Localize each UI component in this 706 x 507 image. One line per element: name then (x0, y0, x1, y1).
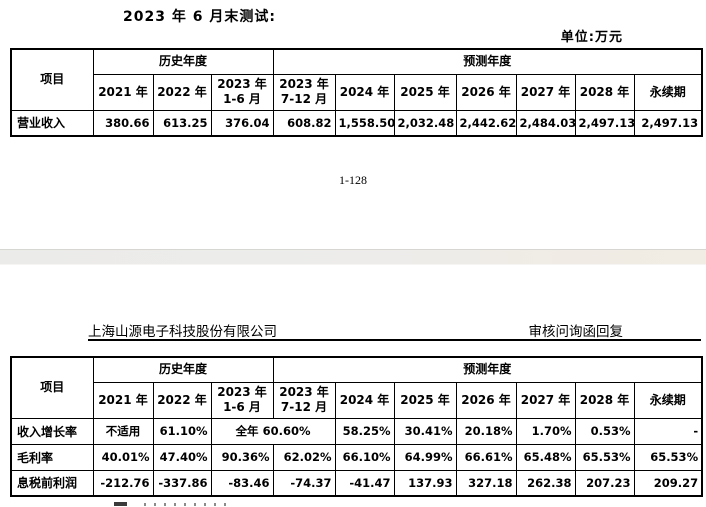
year-column-header: 2026 年 (455, 73, 517, 111)
table-cell: 不适用 (92, 417, 154, 445)
table-cell: 137.93 (393, 469, 457, 497)
year-column-header: 2027 年 (515, 73, 576, 111)
year-column-header: 2023 年 1-6 月 (210, 73, 274, 111)
table-cell: 2,497.13 (574, 109, 635, 137)
table-row: 营业收入 380.66 613.25 376.04 608.82 1,558.50 2,03… (10, 109, 703, 137)
table-cell: 47.40% (152, 443, 212, 471)
year-column-header: 2023 年 7-12 月 (272, 381, 336, 419)
table-cell: 全年 60.60% (210, 417, 336, 445)
page2-header: 上海山源电子科技股份有限公司 审核问询函回复 (88, 320, 624, 339)
year-column-header: 2023 年 7-12 月 (272, 73, 336, 111)
table-cell: 58.25% (334, 417, 395, 445)
table-cell: 62.02% (272, 443, 336, 471)
table-cell: 376.04 (210, 109, 274, 137)
table-cell: 613.25 (152, 109, 212, 137)
table-row: 息税前利润 -212.76 -337.86 -83.46 -74.37 -41.47 137… (10, 469, 703, 497)
year-column-header: 2024 年 (334, 381, 395, 419)
year-column-header: 2028 年 (574, 381, 635, 419)
year-column-header: 2026 年 (455, 381, 517, 419)
year-group-header: 预测年度 (272, 356, 703, 383)
table-cell: 608.82 (272, 109, 336, 137)
year-column-header: 2028 年 (574, 73, 635, 111)
row-label: 息税前利润 (10, 469, 94, 497)
year-column-header: 2025 年 (393, 381, 457, 419)
header-underline (88, 339, 701, 341)
table-cell: 2,497.13 (633, 109, 703, 137)
year-column-header: 2025 年 (393, 73, 457, 111)
year-group-header: 历史年度 (92, 356, 274, 383)
year-column-header: 2024 年 (334, 73, 395, 111)
table-cell: 1,558.50 (334, 109, 395, 137)
year-column-header: 2023 年 1-6 月 (210, 381, 274, 419)
year-column-header: 2027 年 (515, 381, 576, 419)
table-cell: 66.10% (334, 443, 395, 471)
year-column-header: 2022 年 (152, 381, 212, 419)
year-column-header: 永续期 (633, 381, 703, 419)
clipped-glyph-mark (114, 502, 127, 506)
page-number: 1-128 (339, 173, 367, 187)
table-cell: 66.61% (455, 443, 517, 471)
unit-label: 单位:万元 (560, 30, 623, 45)
table-cell: 0.53% (574, 417, 635, 445)
table-cell: 380.66 (92, 109, 154, 137)
year-column-header: 2022 年 (152, 73, 212, 111)
table-cell: -41.47 (334, 469, 395, 497)
year-group-header: 预测年度 (272, 48, 703, 75)
row-label: 营业收入 (10, 109, 94, 137)
revenue-forecast-table: 项目 历史年度 预测年度 2021 年 2022 年 2023 年 1-6 月 2023 年… (10, 48, 704, 137)
table-cell: 64.99% (393, 443, 457, 471)
clipped-glyph-marks (144, 503, 229, 506)
company-name: 上海山源电子科技股份有限公司 (88, 324, 277, 339)
table-cell: -337.86 (152, 469, 212, 497)
table-cell: 209.27 (633, 469, 703, 497)
table-cell: 90.36% (210, 443, 274, 471)
table-cell: 65.53% (633, 443, 703, 471)
table-cell: 20.18% (455, 417, 517, 445)
item-column-header: 项目 (10, 48, 94, 111)
table-cell: 30.41% (393, 417, 457, 445)
section-heading: 2023 年 6 月末测试: (123, 9, 276, 25)
ratio-forecast-table: 项目 历史年度 预测年度 2021 年 2022 年 2023 年 1-6 月 2023 年… (10, 356, 704, 497)
table-cell: 2,484.03 (515, 109, 576, 137)
table-cell: -74.37 (272, 469, 336, 497)
table-cell: -83.46 (210, 469, 274, 497)
table-row: 收入增长率 不适用 61.10% 全年 60.60% 58.25% 30.41% 20.18… (10, 417, 703, 445)
table-cell: 65.48% (515, 443, 576, 471)
year-group-header: 历史年度 (92, 48, 274, 75)
year-column-header: 2021 年 (92, 381, 154, 419)
table-cell: 207.23 (574, 469, 635, 497)
table-cell: 262.38 (515, 469, 576, 497)
table-cell: 2,032.48 (393, 109, 457, 137)
table-cell: 2,442.62 (455, 109, 517, 137)
table-cell: 327.18 (455, 469, 517, 497)
table-cell: 40.01% (92, 443, 154, 471)
page-break-separator (0, 249, 706, 265)
year-column-header: 永续期 (633, 73, 703, 111)
table-cell: -212.76 (92, 469, 154, 497)
row-label: 收入增长率 (10, 417, 94, 445)
table-cell: 65.53% (574, 443, 635, 471)
clipped-text-fragment (114, 502, 229, 507)
row-label: 毛利率 (10, 443, 94, 471)
table-cell: 1.70% (515, 417, 576, 445)
table-cell: - (633, 417, 703, 445)
table-cell: 61.10% (152, 417, 212, 445)
item-column-header: 项目 (10, 356, 94, 419)
document-title: 审核问询函回复 (528, 324, 624, 339)
year-column-header: 2021 年 (92, 73, 154, 111)
table-row: 毛利率 40.01% 47.40% 90.36% 62.02% 66.10% 64.99% 6… (10, 443, 703, 471)
